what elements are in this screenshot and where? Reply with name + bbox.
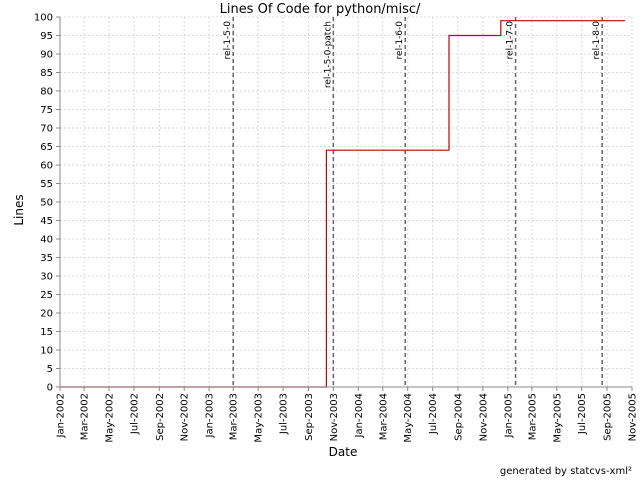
y-tick-label: 30 — [40, 272, 53, 283]
x-tick-label: May-2005 — [552, 393, 563, 443]
x-tick-label: Nov-2002 — [180, 393, 191, 441]
x-tick-label: Jul-2004 — [428, 393, 439, 435]
x-tick-label: Jan-2003 — [205, 393, 216, 438]
x-tick-label: May-2002 — [105, 393, 116, 443]
x-axis-label: Date — [329, 445, 358, 459]
footer-credit: generated by statcvs-xml² — [500, 466, 632, 477]
x-tick-label: May-2003 — [254, 393, 265, 443]
x-tick-label: Nov-2004 — [478, 393, 489, 441]
release-marker-label: rel-1-5-0-patch — [323, 21, 333, 88]
chart-title: Lines Of Code for python/misc/ — [220, 2, 421, 17]
release-marker-label: rel-1-5-0 — [223, 21, 233, 60]
x-tick-label: May-2004 — [403, 393, 414, 443]
y-tick-label: 75 — [40, 105, 53, 116]
axes: 0 5 10 15 20 25 30 35 40 45 50 55 60 65 70 75 80 85 90 95 10… — [34, 13, 639, 443]
x-tick-label: Jul-2005 — [577, 393, 588, 435]
y-tick-label: 20 — [40, 309, 53, 320]
release-marker-label: rel-1-7-0 — [506, 21, 516, 60]
y-tick-label: 95 — [40, 31, 53, 42]
y-tick-label: 15 — [40, 327, 53, 338]
y-tick-label: 0 — [47, 383, 53, 394]
grid — [59, 16, 633, 388]
x-tick-label: Sep-2002 — [155, 393, 166, 441]
y-tick-label: 5 — [47, 364, 53, 375]
x-tick-label: Nov-2003 — [329, 393, 340, 441]
x-tick-label: Mar-2005 — [527, 393, 538, 440]
y-tick-label: 100 — [34, 13, 53, 24]
y-tick-label: 35 — [40, 253, 53, 264]
x-tick-label: Nov-2005 — [628, 393, 639, 441]
y-tick-label: 85 — [40, 68, 53, 79]
y-axis-label: Lines — [12, 194, 26, 225]
series-layer — [60, 20, 626, 388]
y-tick-label: 90 — [40, 50, 53, 61]
y-tick-label: 50 — [40, 198, 53, 209]
x-tick-label: Jul-2003 — [279, 393, 290, 435]
y-tick-label: 25 — [40, 290, 53, 301]
y-tick-label: 10 — [40, 346, 53, 357]
y-tick-label: 45 — [40, 216, 53, 227]
release-markers: rel-1-5-0 rel-1-5-0-patch rel-1-6-0 rel-1-7… — [223, 17, 603, 387]
release-marker-label: rel-1-8-0 — [592, 21, 602, 60]
x-tick-label: Mar-2003 — [229, 393, 240, 440]
x-tick-label: Sep-2004 — [453, 393, 464, 441]
x-tick-label: Jan-2005 — [503, 393, 514, 438]
x-tick-label: Jan-2002 — [56, 393, 67, 438]
y-tick-label: 60 — [40, 161, 53, 172]
release-marker-label: rel-1-6-0 — [395, 21, 405, 60]
y-tick-label: 40 — [40, 235, 53, 246]
y-tick-label: 55 — [40, 179, 53, 190]
x-tick-label: Jan-2004 — [354, 393, 365, 438]
y-tick-label: 65 — [40, 142, 53, 153]
x-tick-label: Sep-2005 — [603, 393, 614, 441]
y-tick-label: 80 — [40, 87, 53, 98]
x-tick-label: Mar-2002 — [80, 393, 91, 440]
x-tick-label: Jul-2002 — [129, 393, 140, 435]
loc-series-line — [60, 20, 626, 388]
y-tick-label: 70 — [40, 124, 53, 135]
x-tick-label: Mar-2004 — [378, 393, 389, 440]
x-tick-label: Sep-2003 — [304, 393, 315, 441]
